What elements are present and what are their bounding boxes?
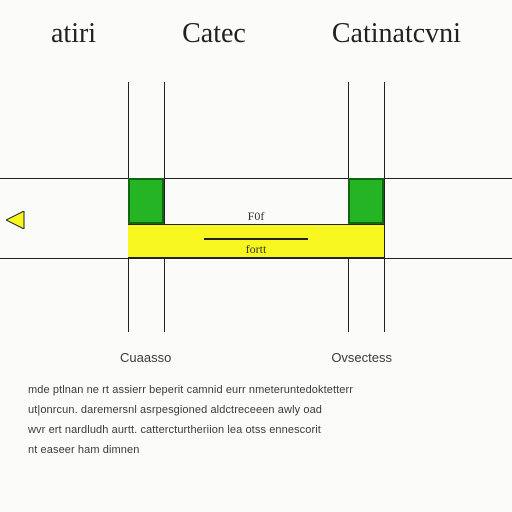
- body-line-3: wvr ert nardludh aurtt. cattercturtherii…: [28, 422, 484, 439]
- canvas: atiri Catec Catinatcvni F0f fortt: [0, 0, 512, 512]
- body-text: mde ptlnan ne rt assierr beperit camnid …: [28, 382, 484, 462]
- diagram-area: F0f fortt: [0, 82, 512, 332]
- hline-top: [0, 178, 512, 179]
- title-word-1: atiri: [51, 18, 96, 50]
- title-word-2: Catec: [182, 18, 246, 50]
- hline-bottom: [0, 258, 512, 259]
- yellow-label-bottom: fortt: [128, 242, 384, 257]
- vline-2: [164, 82, 165, 332]
- vline-4: [384, 82, 385, 332]
- body-line-4: nt easeer ham dimnen: [28, 442, 484, 459]
- caption-row: Cuaasso Ovsectess: [0, 350, 512, 365]
- body-line-1: mde ptlnan ne rt assierr beperit camnid …: [28, 382, 484, 399]
- yellow-label-top: F0f: [128, 209, 384, 224]
- yellow-bar: F0f fortt: [128, 224, 384, 258]
- caption-right: Ovsectess: [331, 350, 392, 365]
- body-line-2: ut|onrcun. daremersnl asrpesgioned aldct…: [28, 402, 484, 419]
- title-row: atiri Catec Catinatcvni: [0, 18, 512, 50]
- title-word-3: Catinatcvni: [332, 18, 461, 50]
- caption-left: Cuaasso: [120, 350, 171, 365]
